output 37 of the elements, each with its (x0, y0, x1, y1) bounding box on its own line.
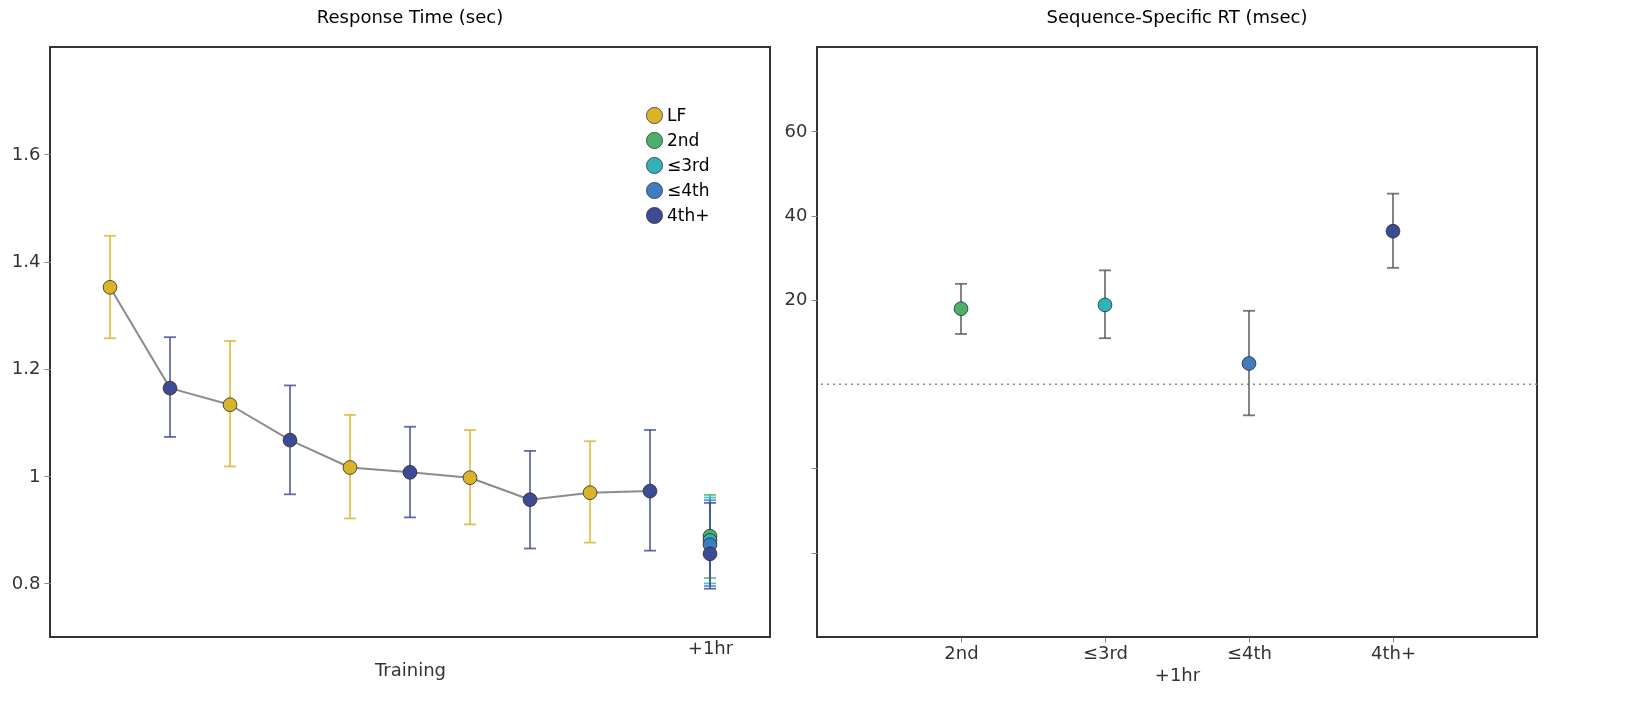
point (342, 460, 358, 475)
chart-title: Response Time (sec) (316, 6, 504, 27)
legend-label: LF (667, 104, 687, 125)
point (953, 301, 969, 316)
point (402, 465, 418, 480)
point (282, 432, 298, 448)
y-tick-label: 0.8 (11, 571, 41, 593)
x-tick-label: ≤3rd (1082, 641, 1129, 663)
point (522, 492, 538, 507)
legend-label: ≤3rd (667, 154, 710, 175)
point (702, 546, 718, 562)
x-tick-label: +1hr (687, 636, 734, 658)
point (582, 485, 598, 500)
x-tick-label: 2nd (944, 641, 979, 663)
x-tick-label: ≤4th (1227, 641, 1272, 663)
chart-title: Sequence-Specific RT (msec) (1046, 6, 1308, 27)
point (102, 280, 118, 295)
legend-label: 4th+ (667, 204, 710, 225)
y-tick-label: 40 (784, 204, 808, 226)
y-tick-label: 1.2 (11, 357, 41, 379)
point (1385, 223, 1401, 239)
point (162, 380, 178, 396)
point (1241, 356, 1257, 371)
y-tick-label: 1.4 (11, 250, 41, 272)
point (222, 397, 238, 413)
legend-label: ≤4th (667, 179, 710, 200)
y-tick-label: 20 (784, 288, 808, 310)
y-tick-label: 1 (29, 464, 41, 486)
point (642, 483, 658, 499)
point (1097, 297, 1113, 313)
x-tick-label: 4th+ (1371, 641, 1416, 663)
x-axis-title: +1hr (1154, 663, 1201, 685)
y-tick-label: 1.6 (11, 142, 41, 164)
x-axis-title: Training (373, 658, 447, 680)
point (462, 470, 478, 485)
legend-label: 2nd (667, 129, 700, 150)
y-tick-label: 60 (784, 119, 808, 141)
